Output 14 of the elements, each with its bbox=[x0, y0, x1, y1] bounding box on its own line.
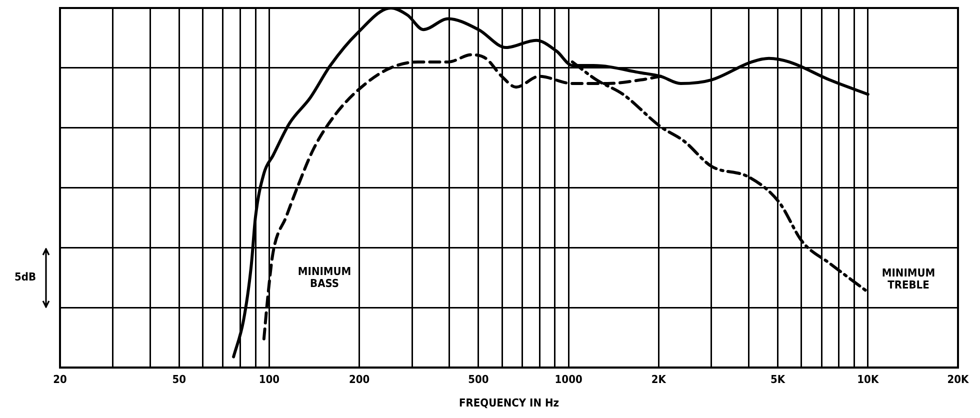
text: 5dB bbox=[14, 270, 36, 284]
x-tick-label: 50 bbox=[172, 373, 186, 386]
series-label: MINIMUM TREBLE bbox=[882, 266, 936, 292]
x-tick-label: 100 bbox=[258, 373, 280, 386]
x-tick-label: 500 bbox=[468, 373, 489, 386]
x-tick-label: 20K bbox=[947, 373, 970, 386]
x-tick-label: 20 bbox=[53, 373, 67, 386]
x-tick-label: 2K bbox=[651, 373, 666, 386]
x-tick-label: 1000 bbox=[554, 373, 582, 386]
x-tick-label: 10K bbox=[857, 373, 879, 386]
x-axis-title: FREQUENCY IN Hz bbox=[459, 396, 560, 410]
text: MINIMUM BASS bbox=[298, 265, 352, 290]
x-tick-label: 200 bbox=[348, 373, 370, 386]
x-tick-label: 5K bbox=[770, 373, 786, 386]
